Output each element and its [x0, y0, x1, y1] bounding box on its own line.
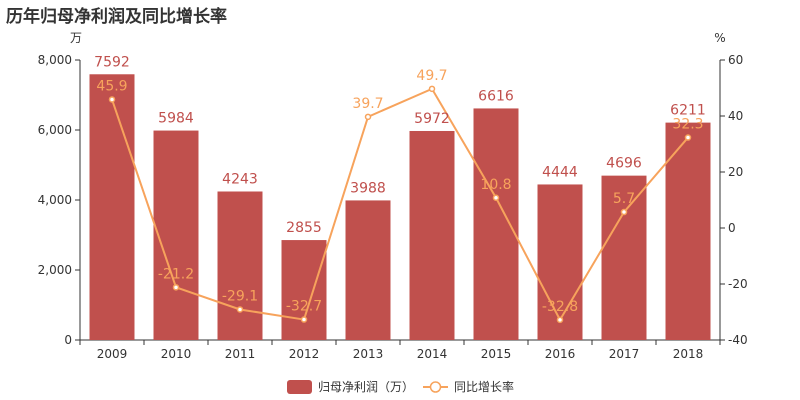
bar: [409, 130, 455, 340]
bar: [281, 240, 327, 340]
bar-series: [89, 74, 711, 341]
growth-value-label: 5.7: [613, 191, 635, 207]
bar-value-label: 7592: [94, 54, 130, 70]
bar-value-label: 2855: [286, 220, 322, 236]
growth-value-label: -29.1: [222, 288, 258, 304]
bar-value-label: 3988: [350, 180, 386, 196]
x-tick-label: 2014: [417, 347, 448, 361]
bar-value-label: 5984: [158, 111, 194, 127]
growth-value-label: 45.9: [96, 78, 127, 94]
x-tick-label: 2017: [609, 347, 640, 361]
bar-value-label: 5972: [414, 111, 450, 127]
growth-point: [172, 284, 180, 291]
bar: [89, 74, 135, 340]
growth-value-label: -21.2: [158, 266, 194, 282]
bar: [473, 108, 519, 340]
bar: [345, 200, 391, 340]
growth-value-label: 49.7: [416, 68, 447, 84]
bar: [537, 184, 583, 340]
data-labels: 7592 5984 4243 2855 3988 5972 6616 4444 4696 6211…: [94, 54, 706, 315]
y-right-tick-label: 60: [728, 53, 743, 67]
y-right-tick-label: -40: [728, 333, 748, 347]
line-series: [108, 85, 692, 324]
legend: 归母净利润（万） 同比增长率: [287, 379, 514, 394]
bar-value-label: 6616: [478, 88, 514, 104]
y-left-unit: 万: [70, 31, 82, 45]
x-tick-label: 2018: [673, 347, 704, 361]
y-right-tick-label: 40: [728, 109, 743, 123]
growth-point: [236, 306, 244, 313]
legend-line-marker: [429, 381, 442, 393]
y-left-tick-label: 6,000: [38, 123, 72, 137]
growth-value-label: -32.7: [286, 299, 322, 315]
y-left-tick-label: 2,000: [38, 263, 72, 277]
x-tick-label: 2011: [225, 347, 256, 361]
y-left-tick-label: 0: [64, 333, 72, 347]
chart-title: 历年归母净利润及同比增长率: [6, 7, 227, 27]
growth-point: [300, 316, 308, 323]
growth-value-label: 39.7: [352, 96, 383, 112]
growth-value-label: 10.8: [480, 177, 511, 193]
growth-point: [108, 96, 116, 103]
y-right-tick-label: 0: [728, 221, 736, 235]
growth-line: [111, 87, 689, 322]
growth-point: [428, 85, 436, 93]
bar: [601, 175, 647, 340]
y-right-tick-label: 20: [728, 165, 743, 179]
axes: 0 2,000 4,000 6,000 8,000 -40 -20 0 20 40 60 万 % 2009…: [38, 31, 748, 361]
legend-bar-label: 归母净利润（万）: [318, 380, 414, 394]
legend-bar-swatch: [287, 380, 312, 394]
x-tick-label: 2016: [545, 347, 576, 361]
x-tick-label: 2013: [353, 347, 384, 361]
growth-point: [556, 316, 564, 324]
growth-value-label: 32.3: [672, 117, 703, 133]
bar-value-label: 4696: [606, 156, 642, 172]
growth-point: [364, 113, 372, 121]
bar-value-label: 4444: [542, 164, 578, 180]
growth-point: [492, 194, 500, 202]
growth-value-label: -32.8: [542, 299, 578, 315]
bar: [153, 130, 199, 340]
y-left-tick-label: 8,000: [38, 53, 72, 67]
growth-point: [620, 208, 628, 216]
bar-value-label: 6211: [670, 103, 706, 119]
y-left-tick-label: 4,000: [38, 193, 72, 207]
x-tick-label: 2015: [481, 347, 512, 361]
bar: [217, 191, 263, 340]
bar: [665, 122, 711, 341]
x-tick-label: 2010: [161, 347, 192, 361]
x-tick-label: 2009: [97, 347, 128, 361]
growth-point: [684, 134, 692, 141]
bar-value-label: 4243: [222, 171, 258, 187]
y-right-unit: %: [714, 31, 725, 45]
y-right-tick-label: -20: [728, 277, 748, 291]
x-tick-label: 2012: [289, 347, 320, 361]
legend-line-label: 同比增长率: [454, 379, 514, 394]
